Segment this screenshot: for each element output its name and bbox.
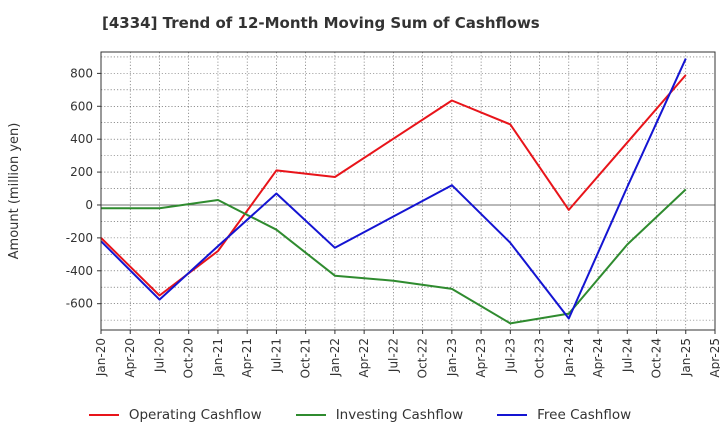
x-tick-label: Apr-24 [591, 338, 605, 378]
x-tick-label: Jan-21 [211, 338, 225, 377]
x-tick-label: Apr-21 [240, 338, 254, 378]
x-tick-label: Jul-22 [386, 338, 400, 373]
x-tick-label: Jan-23 [445, 338, 459, 377]
legend-label: Investing Cashflow [335, 407, 464, 423]
x-tick-label: Oct-20 [182, 338, 196, 378]
legend-swatch [295, 414, 326, 416]
x-tick-label: Apr-22 [357, 338, 371, 378]
legend-item-investing-cashflow: Investing Cashflow [295, 407, 464, 423]
chart-title: [4334] Trend of 12-Month Moving Sum of C… [102, 14, 540, 32]
y-tick-label: 200 [70, 165, 93, 179]
series-line-free-cashflow [100, 58, 687, 320]
legend-label: Free Cashflow [537, 407, 632, 423]
x-tick-label: Jan-20 [94, 338, 108, 377]
y-tick-label: 400 [70, 132, 93, 146]
line-chart: -600 -400 -200 0 200 400 600 800 Jan-20 Apr-20 Jul… [7, 51, 720, 378]
x-tick-label: Jan-25 [679, 338, 693, 377]
grid-layer [101, 52, 715, 330]
legend-swatch [497, 414, 528, 416]
x-tick-label: Jan-24 [562, 338, 576, 377]
legend: Operating Cashflow Investing Cashflow Free… [0, 404, 720, 426]
y-tick-label: 600 [70, 99, 93, 113]
y-tick-label: -600 [66, 297, 93, 311]
x-tick-label: Oct-22 [416, 338, 430, 378]
x-tick-label: Jul-20 [152, 338, 166, 373]
legend-label: Operating Cashflow [128, 407, 262, 423]
x-tick-label: Oct-21 [299, 338, 313, 378]
plot-frame [100, 51, 716, 331]
y-tick-label: -200 [66, 231, 93, 245]
series-layer [100, 58, 687, 325]
x-tick-label: Apr-23 [474, 338, 488, 378]
series-line-investing-cashflow [101, 188, 687, 325]
x-tick-label: Apr-20 [123, 338, 137, 378]
x-tick-label: Apr-25 [708, 338, 720, 378]
x-tick-label: Jan-22 [328, 338, 342, 377]
x-tick-label: Jul-24 [620, 338, 634, 373]
legend-item-operating-cashflow: Operating Cashflow [88, 407, 262, 423]
legend-swatch [88, 414, 119, 416]
plot-area [101, 52, 715, 330]
x-tick-label: Oct-23 [533, 338, 547, 378]
x-tick-label: Oct-24 [650, 338, 664, 378]
legend-item-free-cashflow: Free Cashflow [497, 407, 631, 423]
axis-layer: -600 -400 -200 0 200 400 600 800 Jan-20 Apr-20 Jul… [66, 51, 720, 378]
y-tick-label: 0 [85, 198, 93, 212]
x-tick-label: Jul-21 [269, 338, 283, 373]
y-tick-label: 800 [70, 66, 93, 80]
y-tick-label: -400 [66, 264, 93, 278]
x-tick-label: Jul-23 [503, 338, 517, 373]
y-axis-label: Amount (million yen) [7, 123, 22, 260]
